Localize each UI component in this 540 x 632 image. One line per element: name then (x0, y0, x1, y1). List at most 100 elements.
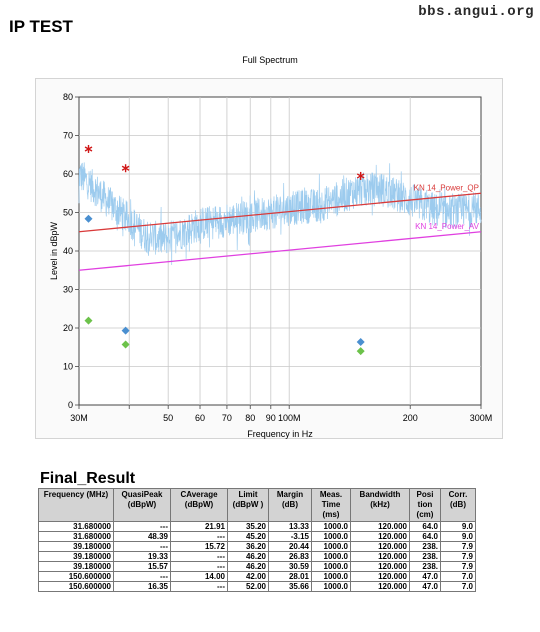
table-cell: 19.33 (113, 551, 171, 562)
table-cell: 1000.0 (311, 521, 351, 532)
table-row: 150.600000 16.35 --- 52.00 35.66 1000.0 120.00… (38, 581, 476, 592)
table-cell: 21.91 (170, 521, 228, 532)
qp-peak-marker (84, 144, 93, 153)
table-cell: 14.00 (170, 571, 228, 582)
spectrum-trace (78, 162, 482, 266)
column-header: CAverage (dBpW) (170, 488, 228, 522)
table-row: 31.680000 48.39 --- 45.20 -3.15 1000.0 120.000… (38, 531, 476, 542)
column-header: Bandwidth (kHz) (350, 488, 410, 522)
y-tick-label: 10 (63, 362, 73, 372)
table-cell: 150.600000 (38, 581, 114, 592)
table-cell: 120.000 (350, 541, 410, 552)
data-point-marker (356, 347, 365, 356)
table-cell: 31.680000 (38, 531, 114, 542)
results-body: 31.680000 --- 21.91 35.20 13.33 1000.0 120.000… (38, 521, 476, 592)
table-cell: 150.600000 (38, 571, 114, 582)
x-tick-label: 90 (266, 413, 276, 423)
table-cell: 46.20 (227, 561, 269, 572)
table-cell: 7.9 (440, 541, 476, 552)
data-point-marker (84, 316, 93, 325)
data-point-marker (121, 340, 130, 349)
y-axis-title: Level in dBpW (49, 221, 59, 280)
table-cell: --- (170, 551, 228, 562)
x-tick-label: 60 (195, 413, 205, 423)
table-cell: 1000.0 (311, 581, 351, 592)
table-cell: 47.0 (409, 571, 441, 582)
x-tick-label: 30M (70, 413, 88, 423)
table-cell: 36.20 (227, 541, 269, 552)
table-row: 39.180000 --- 15.72 36.20 20.44 1000.0 120.000… (38, 541, 476, 552)
table-cell: 1000.0 (311, 551, 351, 562)
table-cell: 35.66 (268, 581, 312, 592)
x-tick-label: 200 (403, 413, 418, 423)
table-cell: --- (170, 581, 228, 592)
table-cell: --- (113, 541, 171, 552)
results-header-row: Frequency (MHz) QuasiPeak (dBpW) CAverage … (38, 488, 476, 522)
y-tick-label: 40 (63, 246, 73, 256)
table-cell: 9.0 (440, 521, 476, 532)
table-cell: 1000.0 (311, 571, 351, 582)
table-cell: -3.15 (268, 531, 312, 542)
table-cell: 238. (409, 541, 441, 552)
qp-peak-marker (356, 171, 365, 180)
table-cell: 39.180000 (38, 551, 114, 562)
table-row: 39.180000 19.33 --- 46.20 26.83 1000.0 120.000… (38, 551, 476, 562)
limit-line-label: KN 14_Power_AV (415, 222, 480, 231)
qp-peak-marker (121, 164, 130, 173)
table-cell: --- (170, 531, 228, 542)
table-cell: --- (170, 561, 228, 572)
table-cell: 7.0 (440, 571, 476, 582)
y-tick-label: 30 (63, 285, 73, 295)
table-cell: 120.000 (350, 531, 410, 542)
table-cell: 238. (409, 561, 441, 572)
table-cell: 120.000 (350, 581, 410, 592)
table-cell: 120.000 (350, 571, 410, 582)
y-tick-label: 80 (63, 92, 73, 102)
table-cell: 15.57 (113, 561, 171, 572)
y-tick-label: 60 (63, 169, 73, 179)
table-cell: 39.180000 (38, 561, 114, 572)
column-header: Frequency (MHz) (38, 488, 114, 522)
x-tick-label: 300M (470, 413, 493, 423)
table-row: 39.180000 15.57 --- 46.20 30.59 1000.0 120.000… (38, 561, 476, 572)
table-cell: 64.0 (409, 521, 441, 532)
table-cell: 28.01 (268, 571, 312, 582)
table-cell: 46.20 (227, 551, 269, 562)
spectrum-chart: 0 10 20 30 40 50 60 70 80 30M 50 60 70 80 90 100M 200 300… (49, 92, 493, 439)
table-cell: 1000.0 (311, 561, 351, 572)
data-point-marker (121, 326, 130, 335)
table-cell: 238. (409, 551, 441, 562)
page-title: IP TEST (9, 17, 73, 36)
table-cell: 48.39 (113, 531, 171, 542)
x-tick-label: 70 (222, 413, 232, 423)
table-cell: --- (113, 571, 171, 582)
limit-line (78, 231, 482, 271)
x-axis-title: Frequency in Hz (247, 429, 313, 439)
y-tick-label: 0 (68, 400, 73, 410)
table-cell: 45.20 (227, 531, 269, 542)
table-cell: 35.20 (227, 521, 269, 532)
table-cell: 120.000 (350, 521, 410, 532)
table-cell: 39.180000 (38, 541, 114, 552)
table-cell: 52.00 (227, 581, 269, 592)
column-header: Margin (dB) (268, 488, 312, 522)
table-cell: 7.0 (440, 581, 476, 592)
x-tick-label: 80 (245, 413, 255, 423)
results-title: Final_Result (40, 470, 136, 487)
table-cell: --- (113, 521, 171, 532)
column-header: Meas. Time (ms) (311, 488, 351, 522)
data-point-marker (356, 338, 365, 347)
table-cell: 1000.0 (311, 531, 351, 542)
chart-title: Full Spectrum (242, 55, 298, 65)
table-cell: 42.00 (227, 571, 269, 582)
table-cell: 13.33 (268, 521, 312, 532)
table-cell: 31.680000 (38, 521, 114, 532)
table-cell: 9.0 (440, 531, 476, 542)
table-cell: 7.9 (440, 551, 476, 562)
watermark-text: bbs.angui.org (418, 4, 534, 20)
table-cell: 16.35 (113, 581, 171, 592)
table-row: 150.600000 --- 14.00 42.00 28.01 1000.0 120.00… (38, 571, 476, 582)
table-cell: 7.9 (440, 561, 476, 572)
table-cell: 120.000 (350, 561, 410, 572)
y-tick-label: 20 (63, 323, 73, 333)
